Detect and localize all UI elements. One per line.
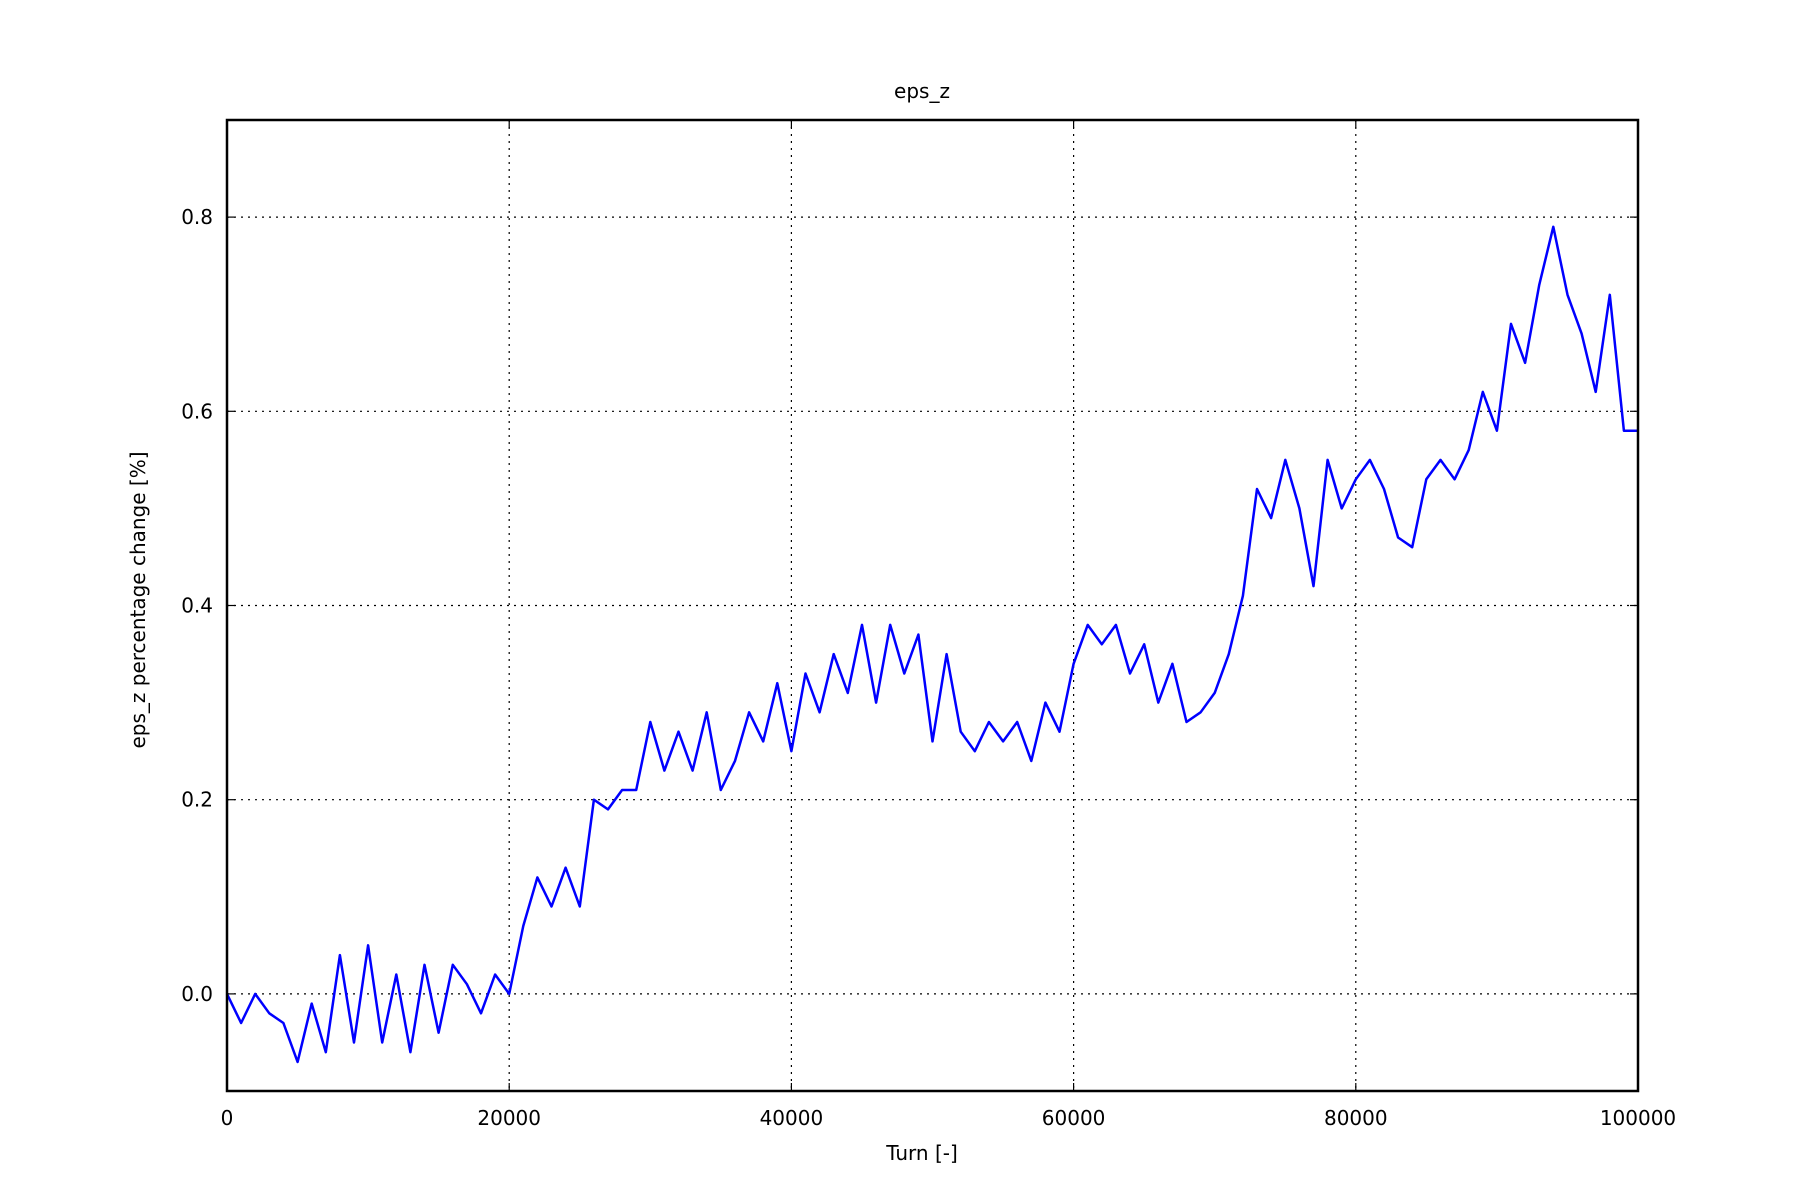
y-tick-label: 0.8 — [181, 205, 213, 229]
chart-title: eps_z — [894, 79, 950, 103]
y-tick-label: 0.0 — [181, 982, 213, 1006]
x-tick-label: 0 — [221, 1106, 234, 1130]
x-tick-label: 60000 — [1042, 1106, 1106, 1130]
y-tick-label: 0.2 — [181, 788, 213, 812]
y-axis-label: eps_z percentage change [%] — [126, 451, 150, 748]
y-tick-label: 0.4 — [181, 594, 213, 618]
x-tick-label: 40000 — [760, 1106, 824, 1130]
data-line — [225, 225, 1638, 1064]
plot-frame — [225, 118, 1640, 1093]
x-tick-label: 80000 — [1324, 1106, 1388, 1130]
x-tick-label: 100000 — [1600, 1106, 1676, 1130]
x-tick-label: 20000 — [477, 1106, 541, 1130]
x-axis-label: Turn [-] — [885, 1141, 958, 1165]
y-tick-label: 0.6 — [181, 399, 213, 423]
